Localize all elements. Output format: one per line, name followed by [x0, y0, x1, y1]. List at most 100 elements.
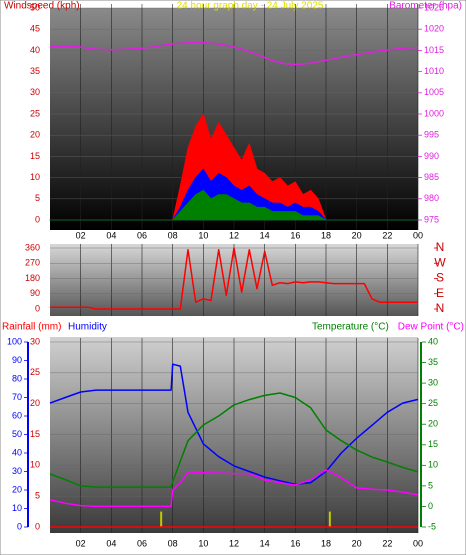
series-label: Dew Point (°C) [398, 322, 464, 333]
y2-tick-label: 1010 [424, 66, 444, 76]
x-tick-label: 06 [137, 538, 147, 548]
y-tick-label: 35 [30, 66, 40, 76]
y2-tick-label: 20 [428, 419, 438, 429]
x-tick-label: 22 [382, 538, 392, 548]
y2-tick-label: 1015 [424, 45, 444, 55]
y2-tick-label: 10 [428, 460, 438, 470]
y3-tick-label: 100 [7, 336, 22, 346]
y-tick-label: 5 [35, 491, 40, 501]
y2-tick-label: 980 [424, 193, 439, 203]
y3-tick-label: 0 [17, 521, 22, 531]
y-axis-label: Windspeed (kph) [4, 1, 80, 12]
y-tick-label: 20 [30, 130, 40, 140]
x-tick-label: 14 [260, 538, 270, 548]
series-line [49, 392, 419, 488]
y-tick-label: 10 [30, 172, 40, 182]
y-tick-label: 360 [25, 242, 40, 252]
y2-tick-label: 0 [428, 501, 433, 511]
x-tick-label: 20 [352, 230, 362, 240]
y2-tick-label: 1020 [424, 24, 444, 34]
y-tick-label: 10 [30, 460, 40, 470]
y3-tick-label: 40 [12, 447, 22, 457]
x-tick-label: 00 [413, 230, 423, 240]
y-tick-label: 270 [25, 258, 40, 268]
y3-tick-label: 90 [12, 355, 22, 365]
y2-tick-label: 5 [428, 480, 433, 490]
x-tick-label: 10 [198, 230, 208, 240]
y3-tick-label: 80 [12, 373, 22, 383]
y-tick-label: 25 [30, 108, 40, 118]
y2-tick-label: 1000 [424, 108, 444, 118]
y2-tick-label: 15 [428, 439, 438, 449]
series-line [50, 42, 419, 66]
y-tick-label: 50 [30, 2, 40, 12]
series-line [49, 363, 419, 486]
y-tick-label: 45 [30, 24, 40, 34]
x-tick-label: 12 [229, 538, 239, 548]
rain-bar [328, 511, 331, 527]
y3-tick-label: 10 [12, 503, 22, 513]
y2-tick-label: 985 [424, 172, 439, 182]
y-tick-label: 15 [30, 151, 40, 161]
series-line [50, 247, 418, 310]
series-line [49, 469, 419, 508]
y-tick-label: 25 [30, 367, 40, 377]
y3-tick-label: 30 [12, 466, 22, 476]
y2-tick-label: N [436, 240, 445, 254]
x-tick-label: 06 [137, 230, 147, 240]
series-label: Temperature (°C) [312, 322, 389, 333]
rain-bar [160, 511, 163, 527]
y3-tick-label: 60 [12, 410, 22, 420]
y-tick-label: 5 [35, 193, 40, 203]
y2-tick-label: 25 [428, 398, 438, 408]
y-tick-label: 180 [25, 273, 40, 283]
y2-tick-label: 35 [428, 357, 438, 367]
y2-tick-label: 1005 [424, 87, 444, 97]
series-label: Rainfall (mm) [2, 322, 61, 333]
y-tick-label: 30 [30, 87, 40, 97]
y2-tick-label: 40 [428, 336, 438, 346]
y-tick-label: 30 [30, 336, 40, 346]
y2-axis-label: Barometer (hpa) [389, 1, 462, 12]
x-tick-label: 18 [321, 538, 331, 548]
x-tick-label: 04 [106, 538, 116, 548]
y3-tick-label: 50 [12, 429, 22, 439]
y2-tick-label: 990 [424, 151, 439, 161]
y-tick-label: 0 [35, 303, 40, 313]
y2-tick-label: 30 [428, 377, 438, 387]
y2-tick-label: -5 [428, 521, 436, 531]
x-tick-label: 04 [106, 230, 116, 240]
x-tick-label: 16 [290, 538, 300, 548]
x-tick-label: 08 [168, 230, 178, 240]
x-tick-label: 12 [229, 230, 239, 240]
y2-tick-label: 1025 [424, 2, 444, 12]
x-tick-label: 18 [321, 230, 331, 240]
y2-tick-label: W [434, 255, 446, 269]
y2-tick-label: 995 [424, 130, 439, 140]
y3-tick-label: 70 [12, 392, 22, 402]
x-tick-label: 20 [352, 538, 362, 548]
y2-tick-label: N [436, 301, 445, 315]
x-tick-label: 10 [198, 538, 208, 548]
y3-tick-label: 20 [12, 484, 22, 494]
chart-title: 24 hour graph day - 24 July 2025 [177, 1, 324, 12]
x-tick-label: 16 [290, 230, 300, 240]
y2-tick-label: 975 [424, 214, 439, 224]
x-tick-label: 08 [168, 538, 178, 548]
x-tick-label: 22 [382, 230, 392, 240]
x-tick-label: 02 [76, 230, 86, 240]
x-tick-label: 00 [413, 538, 423, 548]
x-tick-label: 14 [260, 230, 270, 240]
y-tick-label: 40 [30, 45, 40, 55]
y-tick-label: 0 [35, 521, 40, 531]
y2-tick-label: E [436, 286, 444, 300]
y-tick-label: 0 [35, 214, 40, 224]
series-area [49, 189, 419, 221]
x-tick-label: 02 [76, 538, 86, 548]
series-label: Humidity [68, 322, 107, 333]
y-tick-label: 15 [30, 429, 40, 439]
y2-tick-label: S [436, 271, 444, 285]
y-tick-label: 90 [30, 288, 40, 298]
y-tick-label: 20 [30, 398, 40, 408]
